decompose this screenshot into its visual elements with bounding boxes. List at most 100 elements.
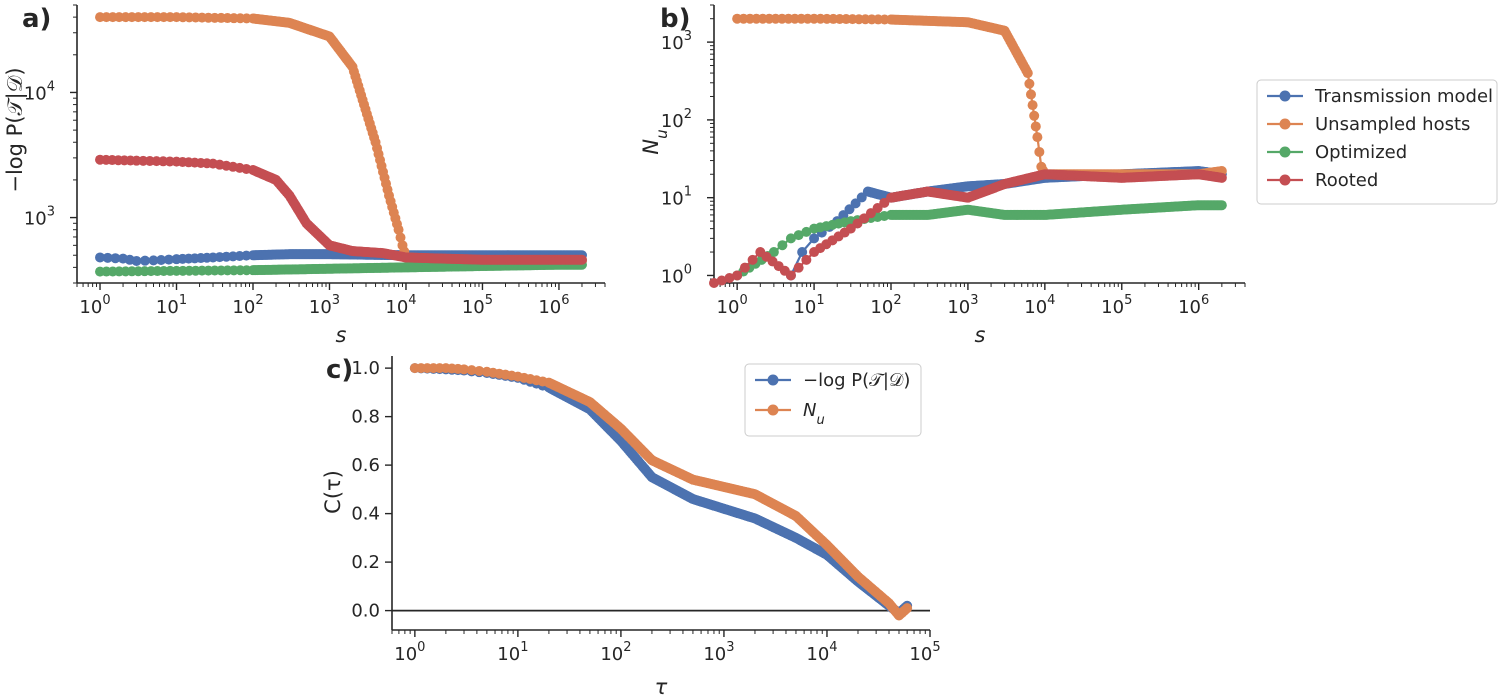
panel-b-series-unsampled-hosts-point bbox=[1030, 121, 1041, 132]
panel-a-series-transmission-model-point bbox=[148, 255, 159, 266]
panel-b-legend-marker bbox=[1279, 90, 1291, 102]
panel-b-x-tick-label: 102 bbox=[870, 293, 901, 318]
panel-b-series-rooted-point bbox=[785, 270, 796, 281]
panel-b-series-rooted-point bbox=[739, 262, 750, 273]
panel-b-series-transmission-model-point bbox=[809, 233, 820, 244]
panel-a-series-transmission-model-point bbox=[140, 255, 151, 266]
panel-b-series-unsampled-hosts-markers bbox=[732, 13, 1227, 180]
panel-b-series-unsampled-hosts-point bbox=[1025, 89, 1036, 100]
panel-c-y-tick-label: 0.6 bbox=[351, 455, 380, 476]
panel-b-series-rooted-point bbox=[724, 272, 735, 283]
panel-a-x-tick-label: 104 bbox=[385, 293, 416, 318]
panel-a-xlabel: s bbox=[336, 323, 347, 347]
panel-b-y-tick-label: 100 bbox=[661, 262, 692, 287]
panel-a-series-transmission-model-point bbox=[163, 254, 174, 265]
panel-a-series-rooted-point bbox=[576, 254, 587, 265]
panel-b-series-unsampled-hosts-point bbox=[1022, 68, 1033, 79]
panel-c-x-tick-label: 102 bbox=[600, 640, 631, 665]
panel-b-tag: b) bbox=[660, 4, 691, 34]
panel-b-y-tick-label: 102 bbox=[661, 107, 692, 132]
panel-c-x-tick-label: 100 bbox=[394, 640, 425, 665]
panel-b-plot-area bbox=[709, 13, 1227, 288]
panel-c-legend-marker bbox=[767, 404, 779, 416]
panel-c-series-n-u-point bbox=[902, 603, 913, 614]
panel-c-plot-area bbox=[409, 363, 913, 621]
panel-a-series-transmission-model-point bbox=[131, 255, 142, 266]
panel-c-x-tick-label: 104 bbox=[806, 640, 837, 665]
panel-b-series-rooted-point bbox=[716, 275, 727, 286]
panel-b-y-tick-label: 103 bbox=[661, 29, 692, 54]
panel-b-series-unsampled-hosts-point bbox=[1032, 132, 1043, 143]
panel-b-x-tick-label: 105 bbox=[1101, 293, 1132, 318]
panel-c-y-tick-label: 0.8 bbox=[351, 407, 380, 428]
panel-b-x-tick-label: 104 bbox=[1024, 293, 1055, 318]
panel-c-tag: c) bbox=[326, 355, 353, 385]
panel-a-series bbox=[95, 12, 587, 277]
panel-b-y-tick-label: 101 bbox=[661, 185, 692, 210]
panel-c-x-tick-label: 105 bbox=[909, 640, 940, 665]
panel-c-x-tick-label: 103 bbox=[703, 640, 734, 665]
panel-b-series-rooted-point bbox=[747, 254, 758, 265]
panel-b-legend-label: Optimized bbox=[1315, 142, 1407, 163]
panel-b-legend-frame bbox=[1256, 79, 1498, 205]
panel-b-series-optimized-markers bbox=[732, 200, 1227, 281]
panel-b-x-tick-label: 101 bbox=[793, 293, 824, 318]
panel-a-x-tick-label: 103 bbox=[309, 293, 340, 318]
panel-a-series-transmission-model-point bbox=[110, 253, 121, 264]
panel-b-series-rooted-point bbox=[1216, 172, 1227, 183]
panel-b-series-rooted-markers bbox=[709, 169, 1227, 288]
panel-c-legend-frame bbox=[744, 363, 922, 437]
panel-b-series-rooted-point bbox=[732, 270, 743, 281]
panel-b-legend-marker bbox=[1279, 118, 1291, 130]
panel-b-legend-marker bbox=[1279, 146, 1291, 158]
panel-b-series-unsampled-hosts-point bbox=[1034, 146, 1045, 157]
panel-c-legend-marker bbox=[767, 374, 779, 386]
panel-c-series-n-u-point bbox=[474, 365, 485, 376]
panel-a-series-transmission-model-point bbox=[156, 254, 167, 265]
panel-c-legend: −log P(𝒯|𝒟)Nu bbox=[744, 363, 922, 437]
panel-b-axes: 100 101 102 103 104 105 106 100 101 102 103 bbox=[661, 4, 1246, 318]
panel-b-series-unsampled-hosts-point bbox=[1029, 110, 1040, 121]
panel-b-series-optimized-point bbox=[785, 233, 796, 244]
panel-c-y-tick-label: 0.2 bbox=[351, 552, 380, 573]
panel-a-x-tick-label: 105 bbox=[462, 293, 493, 318]
panel-c-ylabel: C(τ) bbox=[321, 470, 345, 514]
panel-b-legend-label: Rooted bbox=[1315, 170, 1378, 191]
panel-b-series-rooted-point bbox=[801, 254, 812, 265]
panel-c-xlabel: τ bbox=[655, 675, 668, 699]
panel-a-tag: a) bbox=[22, 4, 51, 34]
panel-b-series-optimized-point bbox=[801, 226, 812, 237]
panel-b-legend-marker bbox=[1279, 174, 1291, 186]
panel-a-series-unsampled-hosts-point bbox=[395, 232, 406, 243]
panel-a-plot-area bbox=[95, 12, 587, 277]
panel-b-series-rooted-point bbox=[709, 278, 719, 288]
panel-b-xlabel: s bbox=[975, 323, 986, 347]
panel-a-y-tick-label: 103 bbox=[24, 205, 55, 230]
panel-b-x-tick-label: 103 bbox=[947, 293, 978, 318]
panel-b-x-tick-label: 100 bbox=[717, 293, 748, 318]
panel-a: a) 100 101 102 103 104 105 106 103 104 s −log P(… bbox=[3, 4, 606, 347]
panel-b-series-optimized-point bbox=[777, 240, 788, 251]
panel-a-x-tick-label: 102 bbox=[232, 293, 263, 318]
panel-c-series-n-u-point bbox=[466, 365, 477, 376]
panel-a-series-transmission-model-point bbox=[102, 252, 113, 263]
panel-b-series-unsampled-hosts-point bbox=[1027, 100, 1038, 111]
panel-b-ylabel: Nu bbox=[639, 129, 671, 154]
panel-a-series-unsampled-hosts-markers bbox=[95, 12, 587, 266]
panel-a-x-tick-label: 100 bbox=[79, 293, 110, 318]
panel-b-series-optimized-point bbox=[1216, 200, 1227, 211]
panel-b-series-unsampled-hosts-point bbox=[1024, 78, 1035, 89]
panel-b-series-transmission-model-point bbox=[797, 247, 808, 258]
panel-b-series-optimized-point bbox=[768, 247, 779, 258]
panel-b-legend-label: Unsampled hosts bbox=[1315, 114, 1470, 135]
panel-a-series-transmission-model-point bbox=[95, 252, 106, 263]
panel-b-series-unsampled-hosts-line bbox=[737, 17, 1222, 176]
panel-a-x-tick-label: 101 bbox=[156, 293, 187, 318]
panel-c-series bbox=[409, 363, 913, 621]
panel-c-legend-label: −log P(𝒯|𝒟) bbox=[803, 370, 910, 391]
panel-c-y-tick-label: 1.0 bbox=[351, 358, 380, 379]
panel-b-legend-label: Transmission model bbox=[1314, 86, 1493, 107]
panel-b-legend: Transmission model Unsampled hosts Optimiz… bbox=[1256, 79, 1498, 205]
panel-c-series-n-u-markers bbox=[409, 363, 913, 621]
